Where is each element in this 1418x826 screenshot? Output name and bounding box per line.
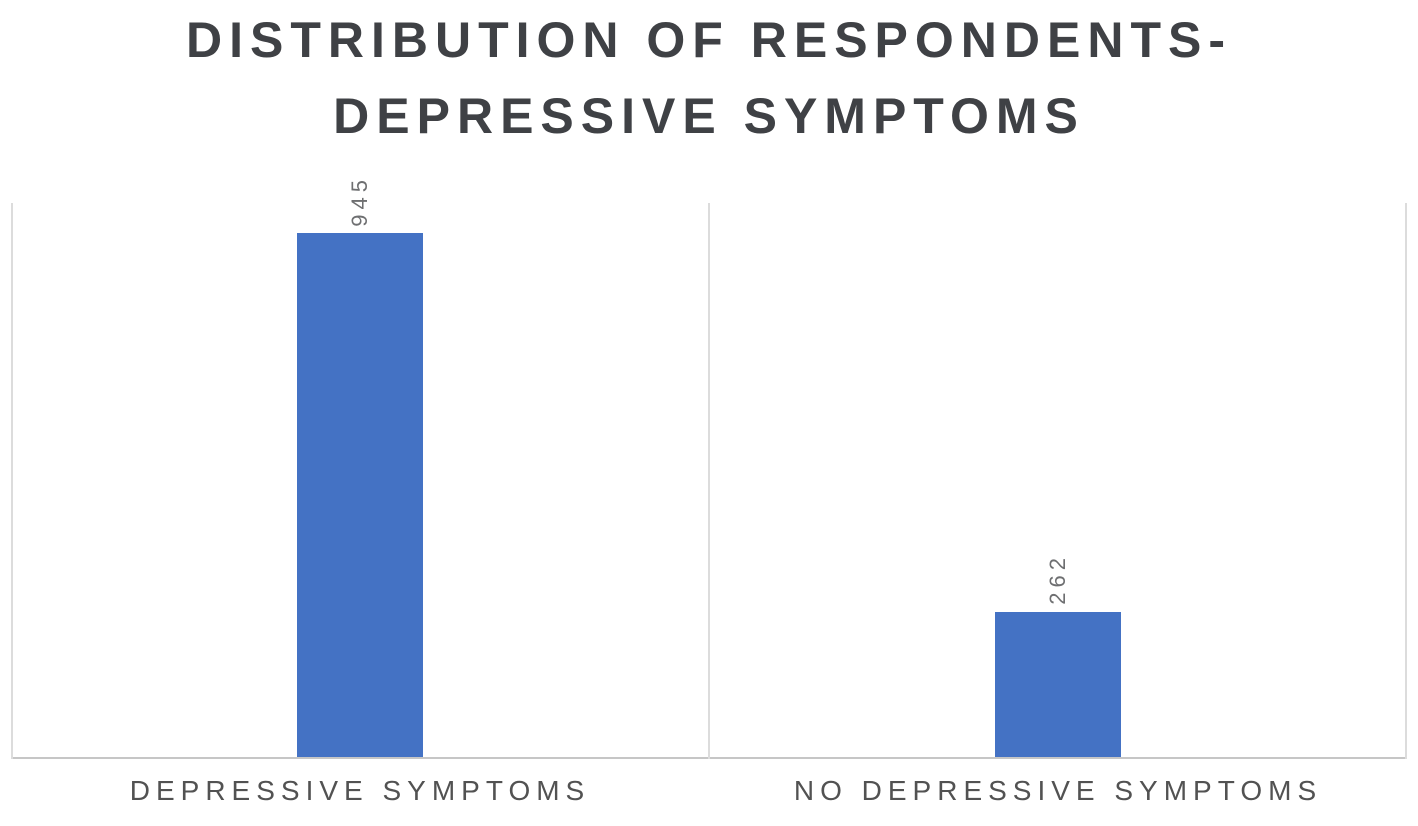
gridline-middle — [708, 203, 710, 759]
plot-area: 945 262 — [11, 175, 1407, 759]
category-axis: DEPRESSIVE SYMPTOMS NO DEPRESSIVE SYMPTO… — [11, 759, 1407, 826]
category-label-no-depressive-symptoms: NO DEPRESSIVE SYMPTOMS — [793, 775, 1323, 806]
category-label-depressive-symptoms: DEPRESSIVE SYMPTOMS — [129, 775, 591, 806]
category-column-depressive-symptoms: 945 — [11, 175, 709, 757]
chart-title: DISTRIBUTION OF RESPONDENTS- DEPRESSIVE … — [185, 12, 1233, 144]
bar-no-depressive-symptoms — [995, 611, 1121, 757]
gridline-right — [1405, 203, 1407, 759]
bar-depressive-symptoms — [297, 233, 423, 757]
category-column-no-depressive-symptoms: 262 — [709, 203, 1407, 757]
data-label-no-depressive-symptoms: 262 — [1045, 553, 1070, 605]
data-label-depressive-symptoms: 945 — [347, 174, 372, 227]
gridline-left — [11, 203, 13, 759]
